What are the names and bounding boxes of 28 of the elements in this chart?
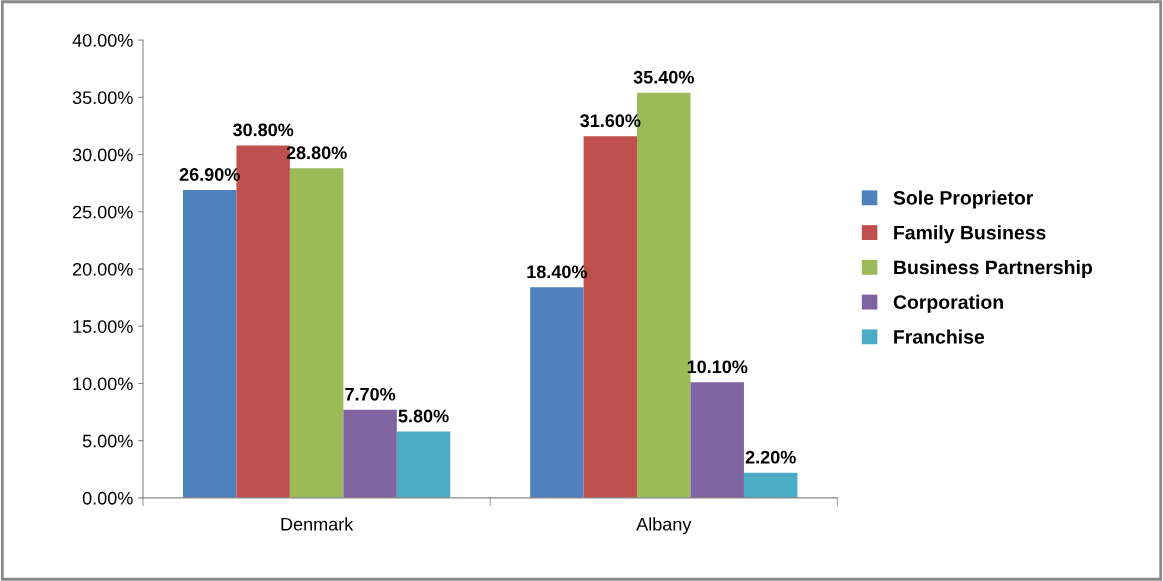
data-label: 5.80% [398, 409, 449, 423]
y-tick-label: 20.00% [73, 262, 133, 276]
bar [396, 431, 451, 498]
x-tick-label: Albany [636, 517, 692, 535]
legend-label: Family Business [894, 225, 1046, 244]
y-tick-label: 25.00% [73, 205, 133, 219]
bar [530, 287, 584, 498]
x-tick-label: Denmark [281, 517, 354, 531]
legend-label: Corporation [893, 294, 1003, 313]
legend-label: Business Partnership [894, 259, 1093, 279]
y-tick-label: 0.00% [82, 491, 133, 505]
y-tick-label: 10.00% [73, 377, 133, 391]
bar [343, 409, 397, 498]
bar [690, 382, 744, 498]
data-label: 35.40% [633, 70, 694, 84]
bar [289, 168, 344, 498]
data-label: 7.70% [345, 387, 396, 401]
bar [743, 472, 798, 498]
data-label: 2.20% [745, 450, 796, 464]
legend-label: Sole Proprietor [893, 190, 1034, 209]
y-tick-label: 5.00% [82, 434, 133, 448]
bar [182, 190, 237, 498]
legend-label: Franchise [894, 329, 985, 344]
y-tick-label: 15.00% [73, 320, 133, 333]
data-label: 30.80% [232, 123, 294, 137]
y-tick-label: 30.00% [72, 148, 133, 162]
y-tick-label: 40.00% [72, 34, 133, 47]
y-tick-label: 35.00% [72, 91, 133, 105]
